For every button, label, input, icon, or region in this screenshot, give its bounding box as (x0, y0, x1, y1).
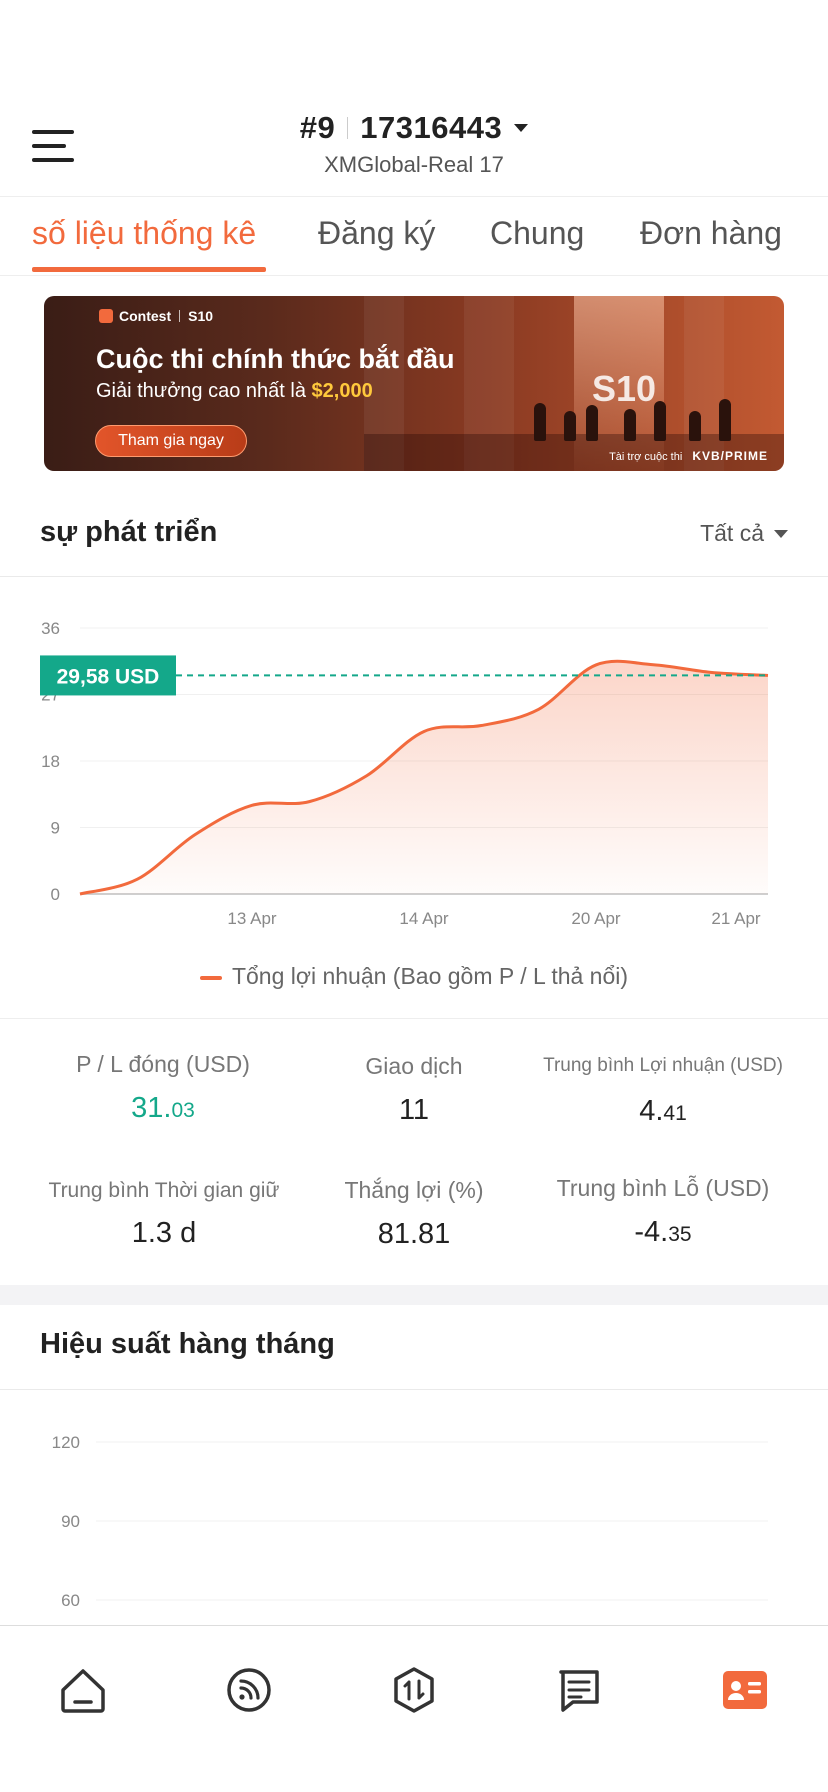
y-tick-label: 18 (41, 752, 60, 771)
feed-icon (227, 1668, 271, 1712)
stat-value-dec: 41 (663, 1102, 687, 1125)
stat-avg-profit: Trung bình Lợi nhuận (USD) 4.41 (530, 1055, 796, 1128)
stat-value: -4.35 (530, 1216, 796, 1249)
stat-avg-hold-time: Trung bình Thời gian giữ 1.3 d (36, 1179, 292, 1250)
y-tick-label: 9 (51, 819, 60, 838)
banner-brand-label: Contest (119, 308, 172, 324)
orders-icon (559, 1670, 599, 1712)
tab-statistics[interactable]: số liệu thống kê (32, 215, 257, 251)
x-tick-label: 20 Apr (571, 909, 620, 928)
stat-label: P / L đóng (USD) (76, 1051, 250, 1077)
stat-value-int: 11 (398, 1094, 430, 1126)
stat-value: 4.41 (530, 1095, 796, 1128)
stat-value: 31.03 (40, 1092, 286, 1125)
tab-general[interactable]: Chung (490, 215, 585, 251)
banner-sponsor: Tài trợ cuộc thi KVB/PRIME (609, 449, 768, 463)
nav-home[interactable] (53, 1660, 113, 1720)
legend-swatch (199, 975, 222, 980)
banner-people-illustration (524, 391, 744, 441)
active-tab-indicator (32, 267, 266, 272)
x-tick-label: 14 Apr (399, 909, 448, 928)
x-tick-label: 13 Apr (227, 909, 276, 928)
join-now-button[interactable]: Tham gia ngay (95, 425, 247, 457)
bottom-nav (0, 1625, 828, 1792)
legend-label: Tổng lợi nhuận (Bao gồm P / L thả nổi) (231, 963, 629, 989)
tab-orders[interactable]: Đơn hàng (640, 215, 782, 251)
account-rank: #9 (299, 110, 336, 145)
monthly-section-title: Hiệu suất hàng tháng (40, 1328, 335, 1360)
banner-event-tag: S10 (188, 308, 214, 324)
banner-brand: Contest S10 (99, 308, 213, 324)
menu-icon[interactable] (32, 128, 74, 164)
stat-value-int: 4. (639, 1095, 664, 1127)
banner-subtitle: Giải thưởng cao nhất là $2,000 (96, 380, 373, 403)
y-tick-label: 36 (41, 619, 60, 638)
monthly-chart: 60 90 120 (52, 1433, 768, 1610)
nav-profile[interactable] (715, 1660, 775, 1720)
stat-closed-pl: P / L đóng (USD) 31.03 (40, 1051, 286, 1125)
stat-win-rate: Thắng lợi (%) 81.81 (300, 1177, 528, 1251)
account-number: 17316443 (360, 110, 503, 145)
account-server: XMGlobal-Real 17 (324, 152, 504, 177)
nav-orders[interactable] (549, 1660, 609, 1720)
banner-subtitle-prefix: Giải thưởng cao nhất là (96, 380, 312, 402)
banner-title: Cuộc thi chính thức bắt đầu (96, 344, 455, 374)
banner-sponsor-prefix: Tài trợ cuộc thi (609, 451, 683, 463)
stat-value-dec: 35 (668, 1223, 692, 1246)
tab-bar: số liệu thống kê Đăng ký Chung Đơn hàng (0, 196, 828, 276)
stat-value-int: 81.81 (377, 1218, 451, 1250)
stat-label: Trung bình Lỗ (USD) (556, 1175, 770, 1201)
current-value-label: 29,58 USD (57, 665, 160, 688)
y-tick-label: 0 (51, 885, 60, 904)
stat-value: 11 (300, 1094, 528, 1127)
stat-value: 1.3 d (36, 1217, 292, 1250)
banner-prize: $2,000 (311, 380, 373, 402)
stats-grid: P / L đóng (USD) 31.03 Giao dịch 11 Trun… (0, 1018, 828, 1268)
y-tick-label: 90 (61, 1512, 80, 1531)
app-header: #9 17316443 XMGlobal-Real 17 (0, 100, 828, 196)
section-gap (0, 1285, 828, 1305)
trade-icon (394, 1667, 434, 1713)
stat-label: Trung bình Thời gian giữ (48, 1179, 280, 1202)
section-divider (0, 576, 828, 577)
period-filter-dropdown[interactable]: Tất cả (700, 520, 788, 547)
series-area (80, 661, 768, 894)
period-filter-label: Tất cả (700, 520, 764, 546)
stat-value-int: -4. (634, 1216, 669, 1248)
banner-sponsor-name: KVB/PRIME (692, 449, 768, 463)
stat-value-int: 1.3 d (131, 1217, 197, 1249)
tab-subscribe[interactable]: Đăng ký (318, 215, 436, 251)
y-tick-label: 120 (52, 1433, 80, 1452)
contest-banner[interactable]: Contest S10 Cuộc thi chính thức bắt đầu … (44, 296, 784, 471)
nav-trade[interactable] (384, 1660, 444, 1720)
x-tick-label: 21 Apr (711, 909, 760, 928)
stat-value: 81.81 (300, 1218, 528, 1251)
chart-legend: Tổng lợi nhuận (Bao gồm P / L thả nổi) (0, 963, 828, 990)
chevron-down-icon (774, 529, 788, 538)
banner-s10-mark: S10 (592, 368, 657, 409)
home-icon (61, 1669, 105, 1713)
stat-label: Giao dịch (365, 1053, 463, 1079)
stat-label: Trung bình Lợi nhuận (USD) (543, 1055, 783, 1076)
stat-trades: Giao dịch 11 (300, 1053, 528, 1127)
current-value-badge (40, 655, 176, 696)
chevron-down-icon (514, 124, 529, 132)
stat-value-dec: 03 (171, 1099, 195, 1122)
profile-icon (723, 1671, 767, 1709)
account-selector[interactable]: #9 17316443 XMGlobal-Real 17 (0, 110, 828, 178)
series-line (79, 659, 769, 896)
stat-avg-loss: Trung bình Lỗ (USD) -4.35 (530, 1175, 796, 1249)
stat-value-int: 31. (131, 1092, 172, 1124)
growth-section-title: sự phát triển (40, 516, 218, 548)
section-divider (0, 1389, 828, 1390)
stat-label: Thắng lợi (%) (344, 1177, 484, 1203)
nav-feed[interactable] (219, 1660, 279, 1720)
contest-logo-icon (99, 309, 113, 323)
y-tick-label: 60 (61, 1591, 80, 1610)
